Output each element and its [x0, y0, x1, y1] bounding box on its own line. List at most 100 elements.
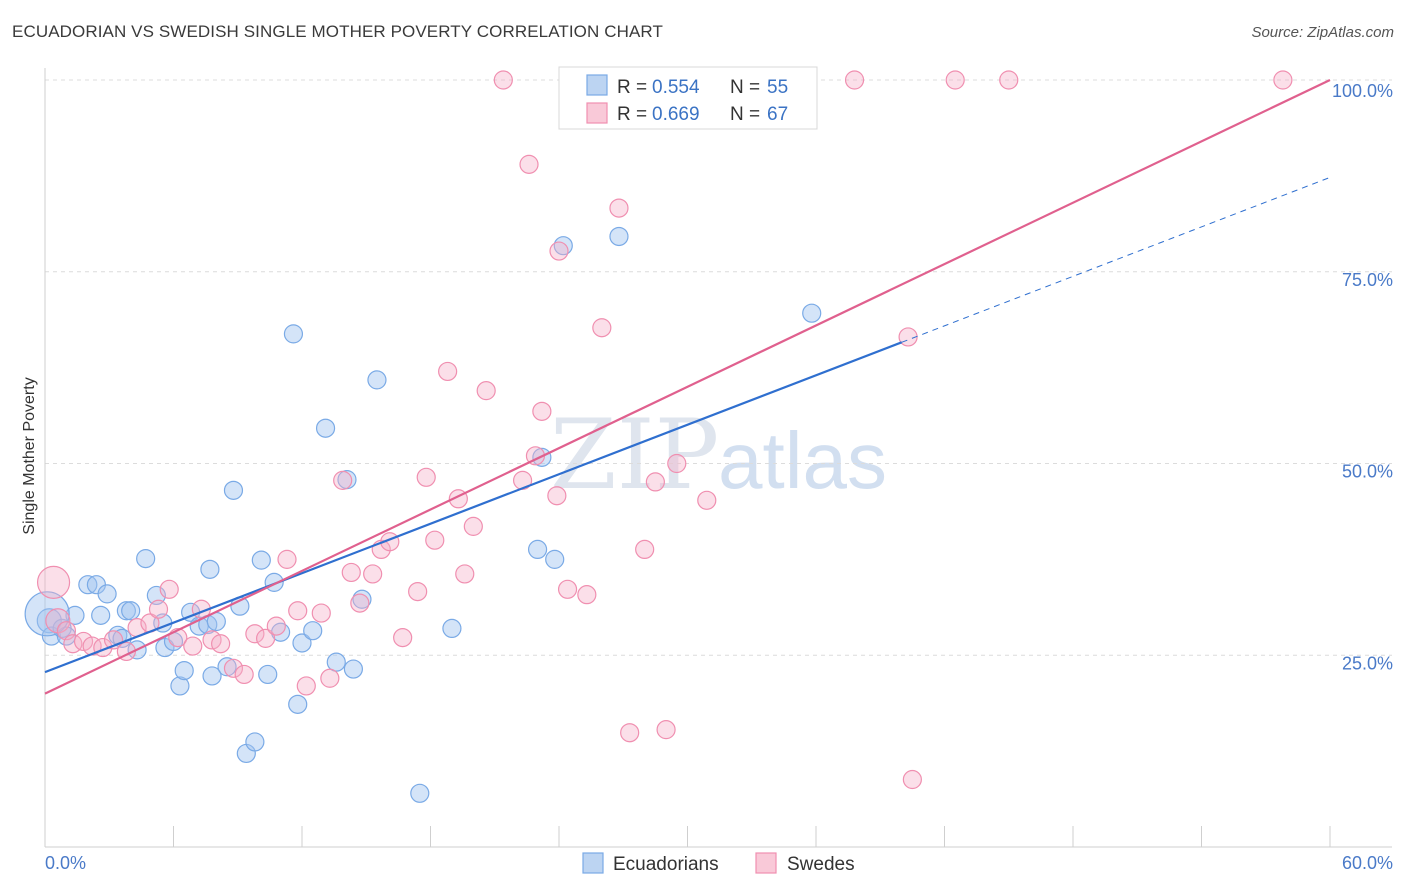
ecuadorian-point-12: [121, 601, 141, 621]
ecuadorian-point-36: [283, 324, 304, 344]
watermark-atlas: atlas: [718, 416, 887, 505]
swede-point-18: [223, 658, 244, 678]
y-tick-label-2: 75.0%: [1342, 270, 1393, 290]
swede-point-53: [609, 198, 629, 218]
swede-point-34: [393, 628, 413, 648]
ecuadorian-point-47: [442, 618, 462, 639]
swede-point-0: [36, 565, 71, 599]
swede-point-21: [255, 628, 276, 648]
swede-point-65: [999, 70, 1019, 90]
swede-point-61: [844, 70, 865, 90]
swede-point-35: [408, 581, 428, 602]
legend-n-label-2: N =: [730, 104, 760, 125]
ecuadorian-point-14: [136, 549, 156, 569]
bottom-legend-swatch-ecuadorians: [582, 852, 604, 874]
swede-point-52: [592, 318, 612, 338]
swede-point-50: [549, 241, 569, 261]
swede-point-57: [656, 720, 676, 740]
ecuadorian-point-4: [65, 605, 85, 625]
source-label: Source: ZipAtlas.com: [1251, 24, 1394, 41]
swede-point-56: [645, 472, 665, 492]
ecuadorian-point-54: [24, 591, 70, 637]
swede-point-26: [311, 603, 331, 623]
ecuadorian-point-46: [410, 783, 430, 803]
ecuadorian-point-53: [802, 303, 822, 323]
swede-point-27: [320, 668, 340, 688]
ecuadorian-point-25: [202, 666, 222, 686]
grid-lines: [45, 79, 1392, 656]
legend-r-label-1: R =: [617, 77, 647, 98]
ecuadorian-point-45: [367, 370, 387, 390]
y-axis-label: Single Mother Poverty: [21, 377, 38, 534]
swede-point-24: [288, 601, 308, 621]
ecuadorian-point-41: [326, 652, 346, 672]
series-ecuadorians: [24, 226, 822, 803]
swede-point-37: [425, 530, 445, 550]
ecuadorian-point-24: [200, 559, 220, 579]
ecuadorian-point-52: [609, 226, 629, 247]
ecuadorian-point-38: [292, 633, 312, 653]
legend-n-label-1: N =: [730, 77, 760, 98]
x-tick-label-max: 60.0%: [1342, 853, 1393, 873]
bottom-legend: Ecuadorians Swedes: [582, 852, 855, 875]
swede-point-42: [476, 381, 496, 401]
bottom-legend-label-swedes: Swedes: [787, 854, 855, 875]
ecuadorian-point-11: [116, 601, 136, 621]
ecuadorian-point-19: [170, 676, 190, 696]
swede-point-66: [1273, 70, 1293, 90]
y-tick-label-3: 100.0%: [1332, 81, 1393, 101]
ecuadorian-point-37: [288, 694, 308, 714]
legend-swatch-ecuadorians: [586, 74, 608, 96]
ecuadorian-point-0: [36, 608, 62, 634]
swede-point-23: [277, 549, 297, 569]
swede-point-43: [493, 70, 513, 90]
swede-point-19: [234, 664, 254, 685]
swede-point-55: [635, 539, 655, 560]
watermark-zip: ZIP: [550, 399, 719, 511]
legend-n-value-swedes: 67: [767, 104, 788, 125]
ecuadorian-point-8: [97, 584, 117, 604]
swede-point-31: [363, 564, 383, 584]
swede-point-14: [183, 636, 203, 656]
swede-point-11: [148, 599, 169, 619]
legend-box: R = 0.554 N = 55 R = 0.669 N = 67: [558, 66, 818, 130]
swede-point-41: [463, 516, 483, 536]
swede-point-17: [211, 634, 231, 654]
swede-point-51: [577, 585, 597, 605]
trendline-swedes: [44, 79, 1331, 695]
swede-point-64: [945, 70, 965, 90]
series-swedes: [36, 70, 1293, 790]
y-tick-labels: 25.0% 50.0% 75.0% 100.0%: [1332, 81, 1393, 673]
swede-point-29: [341, 562, 361, 583]
swede-point-48: [547, 486, 567, 506]
ecuadorian-point-31: [245, 732, 265, 752]
ecuadorian-point-20: [174, 660, 194, 681]
bottom-legend-swatch-swedes: [755, 852, 777, 874]
swede-point-22: [266, 616, 286, 636]
axes: [44, 68, 1392, 848]
swede-point-49: [557, 579, 578, 599]
swede-point-54: [620, 723, 640, 743]
swede-point-40: [455, 564, 475, 584]
ecuadorian-point-28: [223, 480, 244, 500]
ecuadorian-point-7: [91, 605, 111, 625]
legend-r-label-2: R =: [617, 104, 647, 125]
bottom-legend-label-ecuadorians: Ecuadorians: [613, 854, 719, 875]
swede-point-36: [416, 467, 436, 487]
x-tick-labels: 0.0% 60.0%: [45, 853, 1393, 873]
ecuadorian-point-32: [251, 550, 271, 570]
swede-point-58: [667, 453, 687, 474]
trendline-ecuadorians-extension: [901, 176, 1331, 343]
y-tick-label-0: 25.0%: [1342, 653, 1393, 673]
legend-n-value-ecuadorians: 55: [767, 77, 788, 98]
swede-point-28: [333, 470, 353, 490]
y-tick-label-1: 50.0%: [1342, 462, 1393, 482]
x-tick-label-min: 0.0%: [45, 853, 86, 873]
trend-lines: [44, 79, 1331, 695]
ecuadorian-point-43: [343, 659, 363, 679]
ecuadorian-point-40: [315, 418, 336, 438]
ecuadorian-point-48: [527, 539, 548, 560]
legend-r-value-swedes: 0.669: [652, 104, 700, 125]
chart-title: ECUADORIAN VS SWEDISH SINGLE MOTHER POVE…: [12, 22, 663, 41]
